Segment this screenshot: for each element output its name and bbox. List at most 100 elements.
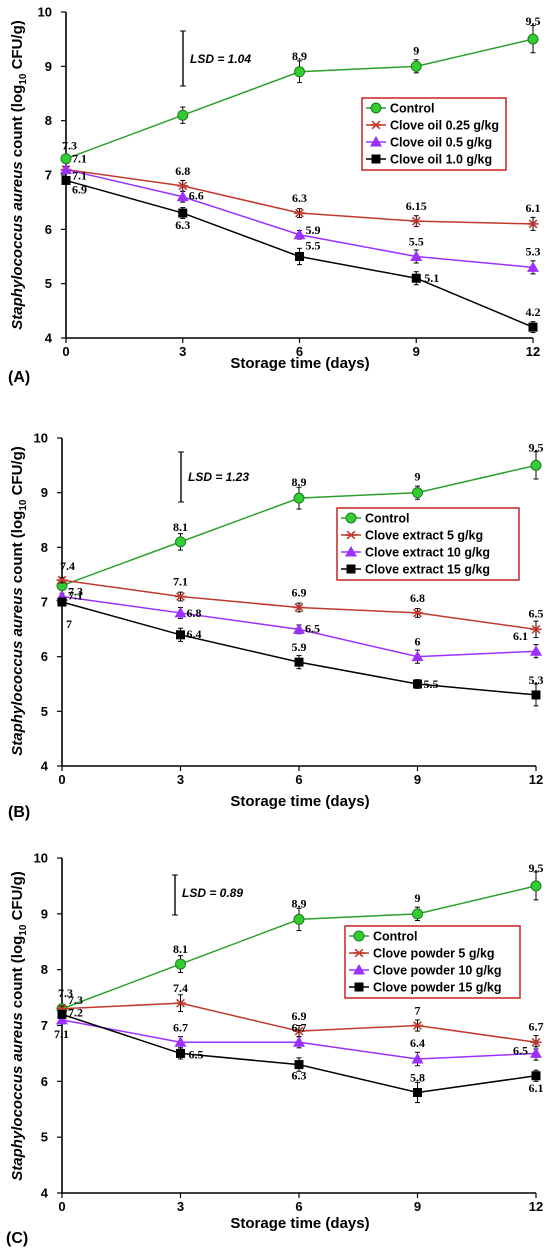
legend-marker-square: [354, 982, 364, 992]
data-point-square: [411, 273, 421, 283]
data-point-star: [412, 1021, 423, 1030]
data-point-circle: [293, 913, 305, 925]
legend-marker-circle: [345, 512, 357, 524]
x-tick-label: 6: [295, 772, 302, 787]
data-point-square: [176, 630, 185, 640]
data-point-triangle: [293, 228, 306, 240]
y-axis-title-subscript: 10: [18, 499, 29, 511]
data-point-star: [177, 181, 189, 191]
legend-box: [344, 925, 521, 999]
data-label: 4.2: [526, 305, 541, 319]
data-label: 6: [415, 635, 421, 649]
y-tick-label: 5: [41, 704, 48, 719]
data-point-circle: [527, 33, 539, 45]
legend-label: Clove powder 15 g/kg: [373, 981, 502, 995]
chart-panel-2: 4 5 6 7 8 9 10 0 3 6 9 12 Storage time (days) Staphyl…: [8, 431, 544, 822]
data-point-star: [527, 219, 539, 229]
legend-item: Clove oil 1.0 g/kg: [366, 153, 492, 167]
x-tick-label: 0: [58, 1199, 65, 1214]
data-label: 6.3: [292, 191, 307, 205]
data-point-star: [293, 1026, 305, 1036]
data-label: 8.9: [292, 896, 307, 910]
data-label: 9: [415, 891, 421, 905]
data-point-square: [531, 690, 541, 700]
data-label: 6.1: [529, 1081, 544, 1095]
y-axis-title-unit: count (log: [9, 936, 26, 1013]
data-point-triangle: [174, 606, 187, 618]
data-label: 5.1: [424, 271, 439, 285]
y-axis-title-organism: Staphylococcus aureus: [9, 161, 26, 329]
legend-item: Clove oil 0.5 g/kg: [366, 136, 492, 150]
data-label: 5.5: [306, 239, 321, 253]
y-axis-title-unit-end: CFU/g): [9, 871, 26, 924]
legend-item: Clove extract 15 g/kg: [341, 563, 490, 577]
legend-label: Clove extract 15 g/kg: [365, 563, 490, 577]
y-axis-title-subscript: 10: [18, 73, 29, 85]
data-label: 6.4: [187, 627, 202, 641]
data-label: 6.3: [292, 1069, 307, 1083]
legend-item: Clove powder 10 g/kg: [349, 964, 502, 978]
legend-label: Clove extract 5 g/kg: [365, 529, 483, 543]
y-tick-label: 6: [41, 1074, 48, 1089]
data-point-square: [294, 1060, 304, 1070]
panel-label: (C): [6, 1230, 28, 1247]
data-label: 6.8: [410, 591, 425, 605]
data-label: 7.3: [62, 139, 77, 153]
x-tick-label: 3: [177, 772, 184, 787]
data-point-triangle: [410, 250, 423, 261]
legend-item: Clove powder 5 g/kg: [349, 947, 495, 961]
y-tick-label: 7: [41, 595, 48, 610]
legend-label: Clove oil 1.0 g/kg: [390, 153, 492, 167]
data-label: 5.5: [424, 677, 439, 691]
legend: Control Clove extract 5 g/kg Clove extract…: [336, 507, 520, 581]
data-point-triangle: [176, 190, 189, 202]
data-point-circle: [412, 908, 423, 920]
y-tick-label: 6: [41, 649, 48, 664]
y-tick-label: 9: [45, 59, 52, 74]
data-label: 7.3: [58, 986, 73, 1000]
legend-label: Control: [390, 102, 434, 116]
x-axis-title: Storage time (days): [230, 793, 369, 810]
data-point-circle: [412, 487, 423, 499]
legend-box: [336, 507, 520, 581]
y-tick-label: 10: [34, 431, 48, 446]
data-point-star: [175, 998, 186, 1008]
data-point-square: [413, 679, 422, 689]
lsd-bar: [172, 874, 178, 916]
x-tick-label: 9: [414, 1199, 421, 1214]
data-point-triangle: [530, 1047, 542, 1058]
legend-box: [361, 97, 507, 171]
data-label: 6.9: [292, 1009, 307, 1023]
data-point-square: [176, 1048, 185, 1058]
data-label: 5.3: [529, 673, 544, 687]
legend-item: Control: [366, 102, 434, 116]
data-point-triangle: [293, 1036, 305, 1047]
y-axis-title-unit: count (log: [9, 85, 26, 162]
data-label: 6.5: [305, 621, 320, 635]
data-point-star: [293, 603, 305, 612]
data-label: 6.5: [529, 606, 544, 620]
data-point-square: [178, 208, 188, 218]
legend-marker-triangle: [345, 546, 357, 557]
data-label: 7.4: [60, 559, 75, 573]
data-label: 8.9: [292, 475, 307, 489]
data-label: 7.3: [68, 585, 83, 599]
y-tick-label: 10: [34, 851, 48, 866]
x-tick-label: 12: [529, 772, 543, 787]
data-label: 6.7: [529, 1019, 544, 1033]
data-point-triangle: [293, 623, 305, 634]
data-label: 9.5: [529, 440, 544, 454]
legend-marker-star: [353, 948, 365, 958]
data-point-star: [175, 592, 186, 601]
legend-marker-circle: [353, 930, 365, 942]
data-label: 9.5: [526, 14, 541, 28]
y-axis-title-unit-end: CFU/g): [9, 446, 26, 499]
y-axis-title: Staphylococcus aureus count (log10 CFU/g…: [9, 871, 29, 1181]
panel-label: (B): [8, 804, 30, 821]
x-tick-label: 3: [177, 1199, 184, 1214]
data-point-star: [294, 208, 305, 218]
data-point-triangle: [56, 1013, 68, 1025]
legend-marker-triangle: [370, 136, 382, 147]
data-label: 8.1: [173, 520, 188, 534]
